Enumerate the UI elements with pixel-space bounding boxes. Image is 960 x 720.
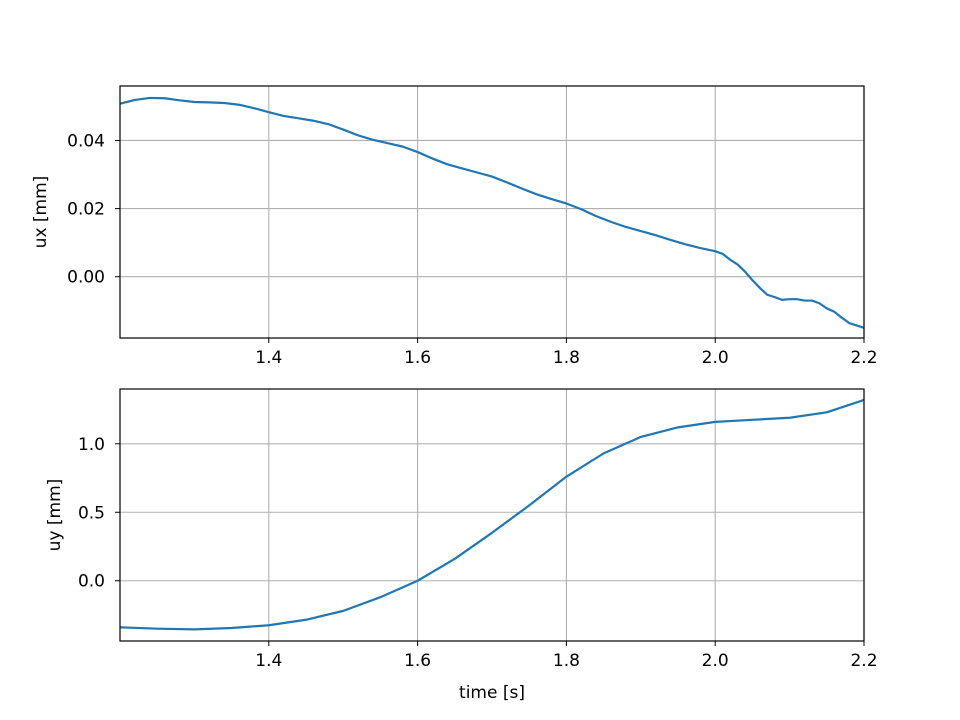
ux-x-tick-label: 1.8 — [553, 348, 580, 368]
ux-y-axis-label: ux [mm] — [31, 176, 51, 249]
uy-axes-frame — [119, 388, 865, 642]
ux-axes-frame — [119, 85, 865, 339]
ux-x-tick-label: 2.0 — [702, 348, 729, 368]
uy-x-tick-label: 2.0 — [702, 651, 729, 671]
uy-y-axis-label: uy [mm] — [45, 479, 65, 552]
ux-x-tick-label: 1.6 — [404, 348, 431, 368]
ux-x-tick-label: 2.2 — [850, 348, 877, 368]
uy-subplot: 1.4 1.6 1.8 2.0 2.2 0.0 0.5 1.0 uy [mm] time [s] — [45, 388, 878, 703]
ux-x-tick-label: 1.4 — [255, 348, 282, 368]
uy-y-tick-label: 1.0 — [78, 435, 105, 455]
ux-y-tick-label: 0.04 — [67, 131, 105, 151]
uy-x-tick-label: 1.6 — [404, 651, 431, 671]
ux-series-line — [119, 96, 865, 329]
ux-subplot: 1.4 1.6 1.8 2.0 2.2 0.00 0.02 0.04 ux [mm] — [31, 85, 878, 368]
uy-x-axis-label: time [s] — [459, 683, 525, 703]
uy-series-line — [119, 398, 865, 631]
ux-y-tick-label: 0.02 — [67, 200, 105, 220]
ux-y-tick-label: 0.00 — [67, 268, 105, 288]
uy-y-tick-label: 0.0 — [78, 572, 105, 592]
uy-y-tick-label: 0.5 — [78, 503, 105, 523]
uy-x-tick-label: 2.2 — [850, 651, 877, 671]
uy-x-tick-label: 1.4 — [255, 651, 282, 671]
uy-x-tick-label: 1.8 — [553, 651, 580, 671]
